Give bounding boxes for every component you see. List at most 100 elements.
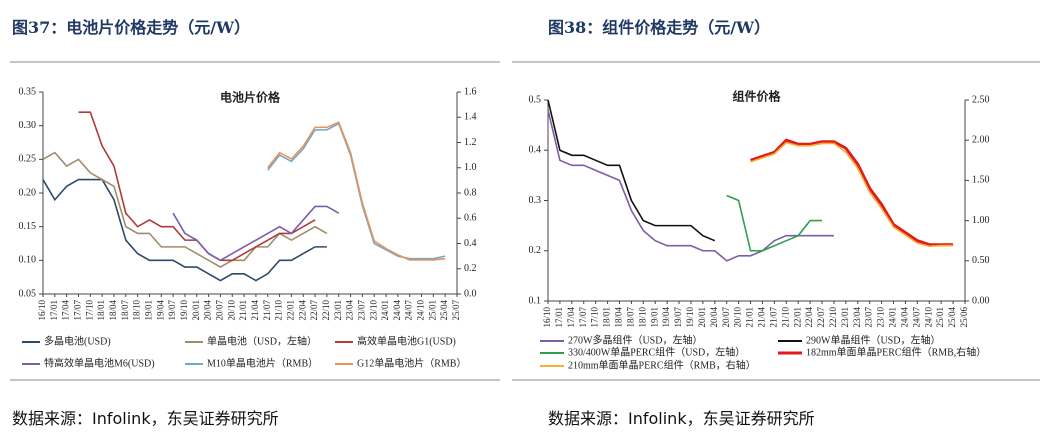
y2-tick-label: 2.00: [972, 134, 990, 145]
x-tick-label: 23/10: [876, 307, 886, 328]
y-tick-label: 0.35: [19, 86, 37, 97]
y2-tick-label: 0.2: [464, 263, 477, 274]
x-tick-label: 20/10: [226, 300, 236, 321]
series-line: [726, 194, 823, 252]
x-tick-label: 21/10: [780, 307, 790, 328]
x-tick-label: 20/04: [709, 307, 719, 328]
x-tick-label: 20/01: [191, 300, 201, 321]
x-tick-label: 21/04: [250, 300, 260, 321]
x-tick-label: 16/10: [542, 307, 552, 328]
x-tick-label: 21/04: [757, 307, 767, 328]
source-note: 数据来源：Infolink，东吴证券研究所: [548, 409, 815, 428]
series-line: [42, 151, 328, 268]
x-tick-label: 22/01: [792, 307, 802, 328]
y-tick-label: 0.4: [529, 145, 542, 156]
y-tick-label: 0.15: [19, 221, 37, 232]
y-tick-label: 0.05: [19, 288, 37, 299]
x-tick-label: 23/01: [333, 300, 343, 321]
x-tick-label: 24/07: [911, 307, 921, 328]
x-tick-label: 20/10: [733, 307, 743, 328]
x-tick-label: 19/04: [661, 307, 671, 328]
x-tick-label: 21/07: [768, 307, 778, 328]
series-line: [750, 138, 954, 247]
x-tick-label: 21/10: [274, 300, 284, 321]
x-tick-label: 19/07: [673, 307, 683, 328]
x-tick-label: 19/01: [144, 300, 154, 321]
y-tick-label: 0.10: [19, 255, 37, 266]
x-tick-label: 17/04: [566, 307, 576, 328]
series-line: [172, 205, 340, 262]
y2-tick-label: 0.00: [972, 295, 990, 306]
x-tick-label: 22/10: [828, 307, 838, 328]
x-tick-label: 23/01: [840, 307, 850, 328]
x-tick-label: 17/10: [590, 307, 600, 328]
chart-title: 电池片价格: [220, 90, 281, 105]
y2-tick-label: 1.00: [972, 215, 990, 226]
x-tick-label: 23/07: [864, 307, 874, 328]
x-tick-label: 19/10: [685, 307, 695, 328]
x-tick-label: 22/01: [285, 300, 295, 321]
series-line: [267, 121, 446, 261]
figure-caption: 图38：组件价格走势（元/W）: [548, 18, 771, 37]
y-tick-label: 0.30: [19, 120, 37, 131]
x-tick-label: 19/01: [649, 307, 659, 328]
legend-label: 210mm单面单晶PERC组件（RMB，右轴）: [568, 358, 756, 371]
x-tick-label: 22/04: [297, 300, 307, 321]
x-tick-label: 23/07: [356, 300, 366, 321]
y-tick-label: 0.2: [529, 245, 542, 256]
x-tick-label: 24/04: [392, 300, 402, 321]
y2-tick-label: 0.0: [464, 288, 477, 299]
y-tick-label: 0.25: [19, 154, 37, 165]
y2-tick-label: 1.4: [464, 112, 477, 123]
x-tick-label: 25/06: [959, 307, 969, 328]
x-tick-label: 20/07: [721, 307, 731, 328]
source-note: 数据来源：Infolink，东吴证券研究所: [12, 409, 279, 428]
y2-tick-label: 1.50: [972, 175, 990, 186]
x-tick-label: 22/04: [804, 307, 814, 328]
legend-label: 270W多晶组件（USD，左轴）: [568, 333, 702, 346]
x-tick-label: 22/10: [321, 300, 331, 321]
x-tick-label: 21/01: [745, 307, 755, 328]
x-tick-label: 25/01: [427, 300, 437, 321]
chart-title: 组件价格: [732, 89, 781, 104]
legend-label: G12单晶电池片（RMB）: [357, 356, 466, 369]
x-tick-label: 18/01: [96, 300, 106, 321]
x-tick-label: 21/07: [262, 300, 272, 321]
x-tick-label: 19/04: [155, 300, 165, 321]
x-tick-label: 23/10: [368, 300, 378, 321]
x-tick-label: 17/07: [578, 307, 588, 328]
x-tick-label: 20/04: [203, 300, 213, 321]
y2-tick-label: 0.6: [464, 213, 477, 224]
series-line: [42, 178, 327, 282]
y2-tick-label: 0.8: [464, 187, 477, 198]
y2-tick-label: 1.6: [464, 86, 477, 97]
legend-label: 182mm单面单晶PERC组件（RMB,右轴）: [806, 345, 986, 358]
x-tick-label: 17/01: [49, 300, 59, 321]
figure-caption: 图37：电池片价格走势（元/W）: [12, 18, 251, 37]
x-tick-label: 22/07: [309, 300, 319, 321]
legend-label: 单晶电池（USD，左轴）: [207, 334, 317, 347]
series-line: [547, 109, 834, 262]
x-tick-label: 18/07: [625, 307, 635, 328]
y-tick-label: 0.3: [529, 195, 542, 206]
x-tick-label: 23/04: [345, 300, 355, 321]
x-tick-label: 19/07: [167, 300, 177, 321]
legend-label: 特高效单晶电池M6(USD): [44, 356, 155, 369]
x-tick-label: 17/01: [554, 307, 564, 328]
x-tick-label: 25/04: [439, 300, 449, 321]
x-tick-label: 18/07: [120, 300, 130, 321]
x-tick-label: 24/01: [888, 307, 898, 328]
y2-tick-label: 0.50: [972, 255, 990, 266]
x-tick-label: 17/04: [61, 300, 71, 321]
x-tick-label: 18/01: [602, 307, 612, 328]
x-tick-label: 17/10: [84, 300, 94, 321]
x-tick-label: 24/10: [416, 300, 426, 321]
x-tick-label: 20/01: [697, 307, 707, 328]
x-tick-label: 18/04: [108, 300, 118, 321]
legend-label: M10单晶电池片（RMB）: [207, 356, 318, 369]
x-tick-label: 18/10: [637, 307, 647, 328]
y-tick-label: 0.1: [529, 295, 542, 306]
x-tick-label: 24/07: [404, 300, 414, 321]
x-tick-label: 25/04: [947, 307, 957, 328]
